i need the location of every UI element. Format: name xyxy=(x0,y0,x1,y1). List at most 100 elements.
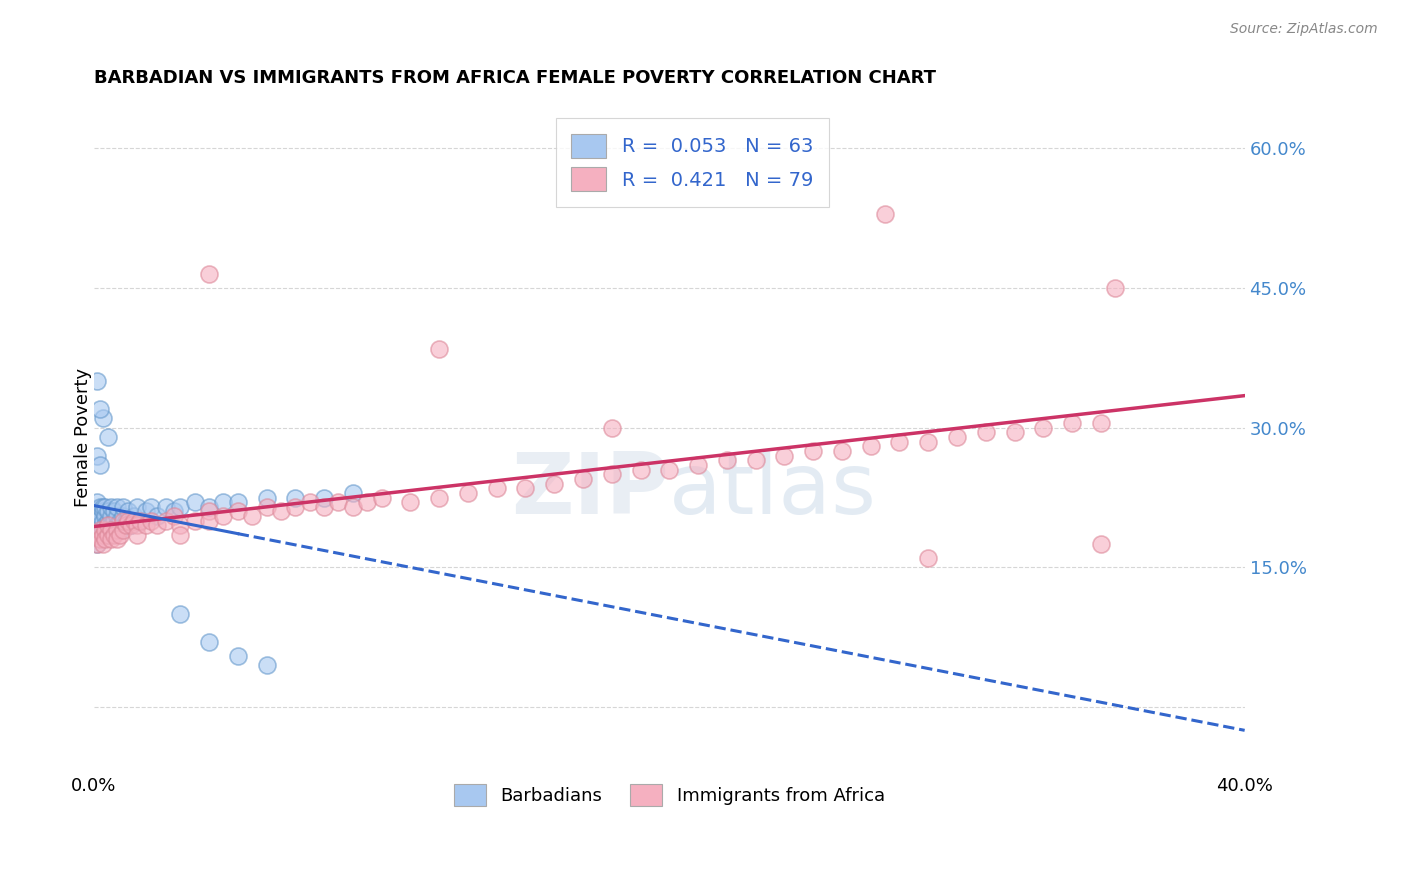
Point xyxy=(91,527,114,541)
Point xyxy=(114,518,136,533)
Point xyxy=(226,648,249,663)
Point xyxy=(240,509,263,524)
Point xyxy=(312,500,335,514)
Point xyxy=(120,518,142,533)
Point xyxy=(122,509,145,524)
Text: Source: ZipAtlas.com: Source: ZipAtlas.com xyxy=(1230,22,1378,37)
Point xyxy=(256,658,278,673)
Point xyxy=(89,523,111,537)
Point xyxy=(89,458,111,472)
Point xyxy=(89,402,111,417)
Point xyxy=(284,500,307,514)
Point xyxy=(103,514,125,528)
Point xyxy=(427,491,450,505)
Point xyxy=(91,411,114,425)
Point xyxy=(515,481,537,495)
Point xyxy=(125,527,148,541)
Point xyxy=(1060,416,1083,430)
Point xyxy=(630,462,652,476)
Point xyxy=(105,509,128,524)
Point xyxy=(141,500,163,514)
Point xyxy=(89,500,111,514)
Point xyxy=(105,523,128,537)
Point xyxy=(716,453,738,467)
Point xyxy=(111,500,134,514)
Point xyxy=(89,533,111,547)
Point xyxy=(86,537,108,551)
Point xyxy=(89,509,111,524)
Point xyxy=(91,500,114,514)
Point xyxy=(370,491,392,505)
Point xyxy=(183,495,205,509)
Point xyxy=(94,500,117,514)
Point xyxy=(97,527,120,541)
Point xyxy=(226,504,249,518)
Point xyxy=(212,495,235,509)
Point xyxy=(146,518,169,533)
Point xyxy=(105,533,128,547)
Point xyxy=(1104,281,1126,295)
Point xyxy=(356,495,378,509)
Point xyxy=(873,207,896,221)
Point xyxy=(86,374,108,388)
Point xyxy=(114,514,136,528)
Point xyxy=(100,500,122,514)
Point xyxy=(198,504,221,518)
Point xyxy=(917,434,939,449)
Point xyxy=(105,518,128,533)
Point xyxy=(135,504,157,518)
Point xyxy=(312,491,335,505)
Point xyxy=(108,527,131,541)
Point xyxy=(122,514,145,528)
Point xyxy=(284,491,307,505)
Point xyxy=(117,504,139,518)
Text: atlas: atlas xyxy=(669,450,877,533)
Point xyxy=(125,500,148,514)
Point xyxy=(457,486,479,500)
Point xyxy=(103,523,125,537)
Point xyxy=(658,462,681,476)
Point xyxy=(298,495,321,509)
Point xyxy=(342,486,364,500)
Point xyxy=(86,537,108,551)
Point xyxy=(111,509,134,524)
Point xyxy=(94,523,117,537)
Point xyxy=(100,523,122,537)
Point xyxy=(91,504,114,518)
Point xyxy=(86,527,108,541)
Point xyxy=(198,514,221,528)
Point xyxy=(146,509,169,524)
Point xyxy=(97,430,120,444)
Point xyxy=(105,500,128,514)
Point xyxy=(212,509,235,524)
Point xyxy=(572,472,595,486)
Point xyxy=(86,514,108,528)
Point xyxy=(328,495,350,509)
Point xyxy=(155,514,177,528)
Point xyxy=(91,514,114,528)
Point xyxy=(86,504,108,518)
Point xyxy=(917,551,939,566)
Point xyxy=(108,514,131,528)
Point xyxy=(1004,425,1026,440)
Point xyxy=(1032,420,1054,434)
Point xyxy=(889,434,911,449)
Point xyxy=(86,495,108,509)
Point xyxy=(485,481,508,495)
Point xyxy=(117,514,139,528)
Point xyxy=(1090,416,1112,430)
Point xyxy=(111,514,134,528)
Point xyxy=(120,518,142,533)
Point xyxy=(100,509,122,524)
Point xyxy=(600,467,623,482)
Point xyxy=(600,420,623,434)
Point xyxy=(1090,537,1112,551)
Point xyxy=(141,514,163,528)
Point xyxy=(97,527,120,541)
Point xyxy=(86,523,108,537)
Point xyxy=(100,533,122,547)
Point xyxy=(256,491,278,505)
Point xyxy=(111,523,134,537)
Point xyxy=(97,518,120,533)
Point xyxy=(100,518,122,533)
